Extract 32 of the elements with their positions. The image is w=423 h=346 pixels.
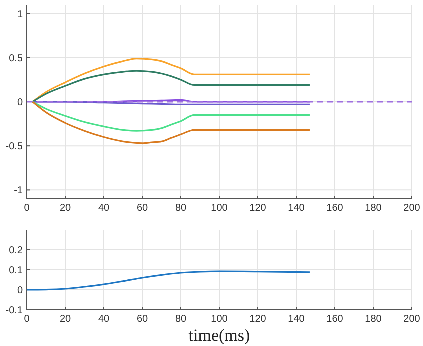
x-tick-label: 20	[60, 203, 72, 214]
x-tick-label: 120	[250, 314, 267, 325]
x-tick-label: 100	[211, 203, 228, 214]
x-tick-label: 60	[136, 203, 148, 214]
y-tick-label: -1	[14, 186, 24, 197]
y-tick-label: 0.5	[9, 53, 24, 64]
x-tick-label: 20	[60, 314, 72, 325]
x-tick-label: 0	[24, 203, 30, 214]
y-tick-label: -0.1	[6, 306, 24, 316]
y-tick-label: 0.2	[9, 246, 24, 256]
y-tick-label: -0.5	[6, 142, 24, 153]
x-tick-label: 0	[24, 314, 30, 325]
x-tick-label: 180	[365, 314, 382, 325]
x-tick-label: 120	[250, 203, 267, 214]
x-axis-title: time(ms)	[188, 326, 250, 345]
x-tick-label: 40	[98, 203, 110, 214]
x-tick-label: 80	[175, 203, 187, 214]
x-tick-label: 200	[404, 203, 421, 214]
x-tick-label: 140	[288, 314, 306, 325]
x-tick-label: 160	[326, 314, 344, 325]
y-tick-label: 0	[17, 286, 24, 296]
x-tick-label: 160	[326, 203, 344, 214]
x-tick-label: 80	[175, 314, 187, 325]
y-tick-label: 0.1	[9, 266, 24, 276]
x-tick-label: 60	[136, 314, 148, 325]
x-tick-label: 140	[288, 203, 306, 214]
y-tick-label: 1	[17, 9, 24, 20]
x-tick-label: 100	[211, 314, 228, 325]
y-tick-label: 0	[17, 98, 24, 108]
x-tick-label: 200	[404, 314, 421, 325]
x-tick-label: 40	[98, 314, 110, 325]
x-tick-label: 180	[365, 203, 382, 214]
